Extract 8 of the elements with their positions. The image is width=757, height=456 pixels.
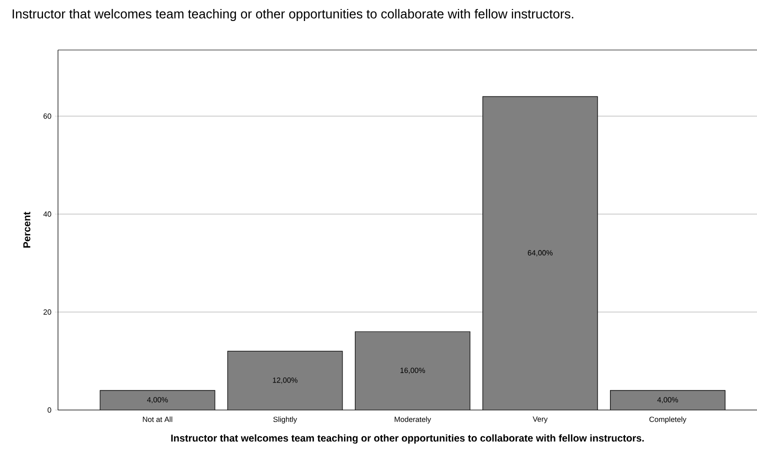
bar xyxy=(355,332,470,410)
chart-title: Instructor that welcomes team teaching or other opportunities to collaborate with fellow instructors. xyxy=(12,8,574,22)
bar xyxy=(100,390,215,410)
x-axis-title: Instructor that welcomes team teaching or other opportunities to collaborate with fellow instructors. xyxy=(171,434,644,444)
bar xyxy=(228,351,342,410)
bar xyxy=(610,390,726,410)
bar xyxy=(482,96,598,410)
y-axis-title: Percent xyxy=(23,212,30,248)
